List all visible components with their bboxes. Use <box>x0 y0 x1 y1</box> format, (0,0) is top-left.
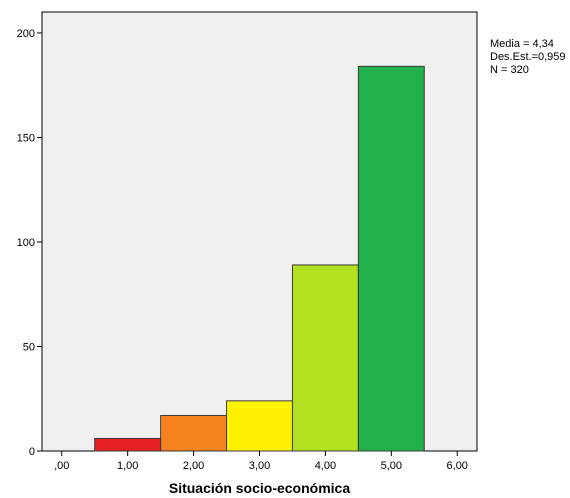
axes-layer <box>37 32 458 456</box>
tick-labels-layer: 0 50 100 150 200 ,00 1,00 2,00 3,00 4,00 5,00 6,00 <box>17 28 468 472</box>
x-tick-label-0: ,00 <box>54 460 69 472</box>
n-label: N = 320 <box>490 64 529 76</box>
x-tick-label-5: 5,00 <box>381 460 402 472</box>
y-tick-label-0: 0 <box>29 446 35 458</box>
y-tick-label-2: 100 <box>17 237 35 249</box>
x-tick-label-1: 1,00 <box>117 460 138 472</box>
bars-layer <box>94 65 425 452</box>
x-tick-label-4: 4,00 <box>315 460 336 472</box>
histogram-bar-1 <box>94 437 162 452</box>
x-tick-label-6: 6,00 <box>447 460 468 472</box>
statistics-box: Media = 4,34 Des.Est.=0,959 N = 320 <box>490 38 566 77</box>
y-tick-label-3: 150 <box>17 132 35 144</box>
histogram-bar-2 <box>160 414 228 452</box>
x-tick-label-3: 3,00 <box>249 460 270 472</box>
histogram-bar-4 <box>291 264 359 452</box>
histogram-bar-3 <box>226 400 293 452</box>
y-tick-label-1: 50 <box>23 341 35 353</box>
x-tick-label-2: 2,00 <box>183 460 204 472</box>
x-axis-title: Situación socio-económica <box>169 480 350 496</box>
std-dev-label: Des.Est.=0,959 <box>490 51 566 63</box>
mean-label: Media = 4,34 <box>490 38 554 50</box>
histogram-bar-5 <box>357 65 425 452</box>
y-tick-label-4: 200 <box>17 28 35 40</box>
